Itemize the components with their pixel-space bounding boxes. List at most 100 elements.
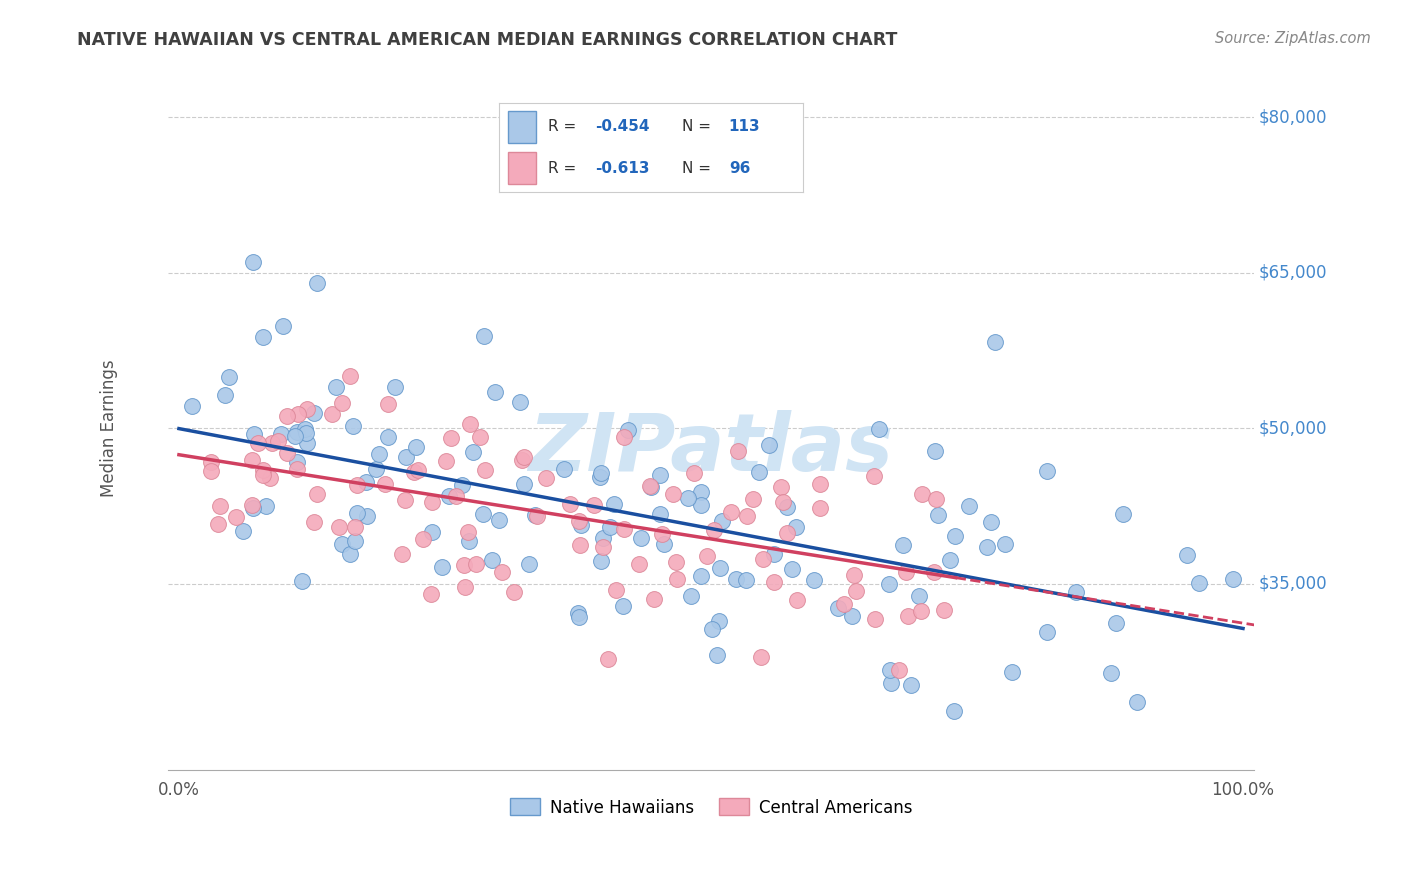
Point	[589, 469, 612, 483]
Point	[368, 447, 391, 461]
Point	[503, 585, 526, 599]
Point	[897, 608, 920, 623]
Point	[749, 650, 772, 665]
Point	[690, 498, 713, 512]
Point	[786, 593, 808, 607]
Point	[900, 678, 922, 692]
Point	[439, 431, 461, 445]
Point	[394, 493, 416, 508]
Point	[560, 497, 582, 511]
Point	[513, 450, 536, 464]
Point	[434, 453, 457, 467]
Point	[491, 566, 513, 580]
Point	[285, 462, 308, 476]
Point	[207, 516, 229, 531]
Point	[252, 463, 274, 477]
Point	[640, 479, 662, 493]
Point	[868, 422, 890, 436]
Point	[689, 569, 711, 583]
Point	[598, 652, 620, 666]
Point	[1188, 575, 1211, 590]
Point	[395, 450, 418, 465]
Point	[896, 565, 918, 579]
Point	[842, 567, 865, 582]
Point	[384, 380, 406, 394]
Point	[1126, 695, 1149, 709]
Point	[628, 557, 651, 571]
Point	[346, 507, 368, 521]
Point	[420, 495, 443, 509]
Point	[980, 515, 1002, 529]
Text: ZIPatlas: ZIPatlas	[529, 409, 893, 488]
Point	[328, 520, 350, 534]
Point	[706, 648, 728, 663]
Point	[354, 475, 377, 490]
Point	[910, 604, 932, 618]
Point	[879, 663, 901, 677]
Point	[339, 547, 361, 561]
Point	[471, 507, 494, 521]
Point	[273, 318, 295, 333]
Point	[737, 509, 759, 524]
Point	[720, 504, 742, 518]
Point	[863, 612, 886, 626]
Point	[770, 480, 793, 494]
Point	[344, 520, 367, 534]
Point	[509, 395, 531, 409]
Point	[534, 470, 557, 484]
Point	[420, 587, 443, 601]
Point	[643, 591, 665, 606]
Point	[276, 409, 298, 423]
Point	[665, 556, 688, 570]
Point	[592, 532, 614, 546]
Point	[339, 369, 361, 384]
Point	[291, 574, 314, 589]
Point	[592, 540, 614, 554]
Point	[763, 574, 786, 589]
Point	[589, 554, 612, 568]
Point	[1105, 616, 1128, 631]
Point	[939, 553, 962, 567]
Point	[785, 520, 807, 534]
Point	[727, 444, 749, 458]
Text: $65,000: $65,000	[1260, 264, 1327, 282]
Text: Source: ZipAtlas.com: Source: ZipAtlas.com	[1215, 31, 1371, 46]
Point	[377, 397, 399, 411]
Point	[295, 425, 318, 440]
Point	[510, 453, 533, 467]
Point	[613, 430, 636, 444]
Point	[214, 388, 236, 402]
Point	[808, 500, 831, 515]
Point	[285, 455, 308, 469]
Point	[242, 255, 264, 269]
Point	[689, 485, 711, 500]
Point	[325, 380, 347, 394]
Point	[612, 599, 634, 614]
Point	[710, 514, 733, 528]
Point	[583, 498, 606, 512]
Point	[259, 471, 281, 485]
Point	[735, 573, 758, 587]
Point	[208, 499, 231, 513]
Text: $35,000: $35,000	[1260, 574, 1327, 592]
Point	[943, 529, 966, 543]
Point	[845, 583, 868, 598]
Point	[225, 509, 247, 524]
Point	[342, 419, 364, 434]
Point	[252, 468, 274, 483]
Point	[709, 561, 731, 575]
Point	[994, 537, 1017, 551]
Point	[776, 525, 799, 540]
Point	[1112, 507, 1135, 521]
Point	[742, 491, 765, 506]
Point	[589, 466, 612, 480]
Point	[356, 508, 378, 523]
Point	[1064, 585, 1087, 599]
Point	[461, 445, 484, 459]
Point	[464, 557, 486, 571]
Point	[832, 598, 855, 612]
Point	[808, 476, 831, 491]
Point	[702, 622, 724, 636]
Text: Median Earnings: Median Earnings	[100, 359, 118, 497]
Point	[240, 453, 263, 467]
